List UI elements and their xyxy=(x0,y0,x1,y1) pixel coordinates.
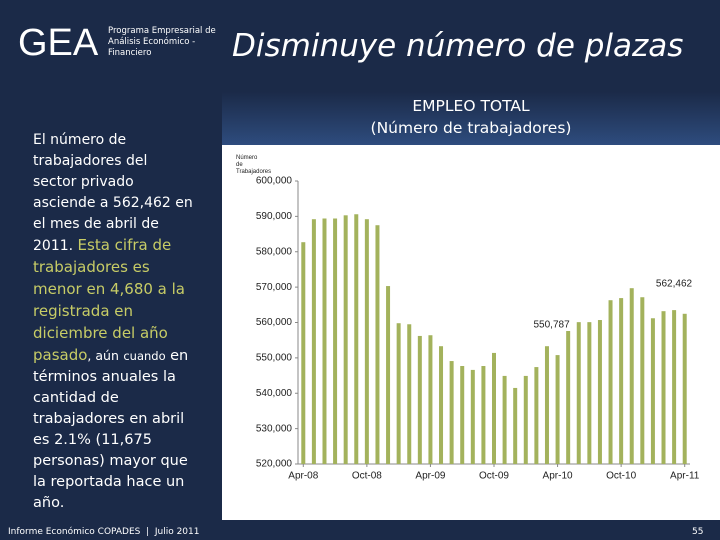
y-tick-label: 570,000 xyxy=(256,282,293,293)
bar xyxy=(481,366,486,464)
bar xyxy=(311,219,316,464)
bar xyxy=(629,288,634,464)
bar xyxy=(364,219,369,464)
y-tick-label: 600,000 xyxy=(256,176,293,187)
y-axis-title: Número de Trabajadores xyxy=(236,155,271,175)
logo: GEA xyxy=(18,22,99,64)
bar xyxy=(544,346,549,464)
bar xyxy=(640,297,645,464)
bar xyxy=(513,387,518,464)
x-tick-label: Apr-10 xyxy=(543,471,573,482)
y-tick-label: 530,000 xyxy=(256,423,293,434)
bar xyxy=(333,218,338,464)
summary-text: , aún xyxy=(87,348,119,363)
slide-title: Disminuye número de plazas xyxy=(232,28,684,64)
footer-text: Informe Económico COPADES | Julio 2011 xyxy=(8,527,200,537)
y-tick-label: 550,000 xyxy=(256,353,293,364)
bar xyxy=(534,367,539,464)
program-name: Programa Empresarial de Análisis Económi… xyxy=(108,26,216,58)
bar xyxy=(343,215,348,464)
x-tick-label: Apr-09 xyxy=(415,471,445,482)
x-tick-label: Oct-08 xyxy=(352,471,382,482)
summary-highlight: Esta cifra de trabajadores es menor en 4… xyxy=(33,236,185,364)
summary-text: El número de trabajadores del sector pri… xyxy=(33,132,193,254)
bar xyxy=(460,366,465,464)
bar xyxy=(375,225,380,464)
chart-title-band: EMPLEO TOTAL (Número de trabajadores) xyxy=(222,92,720,145)
bar xyxy=(417,335,422,464)
value-label: 550,787 xyxy=(533,320,570,331)
bar xyxy=(597,320,602,464)
summary-text: cuando xyxy=(123,349,166,363)
bar xyxy=(682,313,687,464)
y-tick-label: 580,000 xyxy=(256,246,293,257)
x-tick-label: Apr-11 xyxy=(670,471,700,482)
bar xyxy=(523,375,528,464)
bar xyxy=(386,286,391,464)
bar xyxy=(492,352,496,464)
y-tick-label: 520,000 xyxy=(256,459,293,470)
bar xyxy=(354,214,359,464)
x-tick-label: Oct-09 xyxy=(479,471,509,482)
bar xyxy=(661,311,666,464)
y-tick-label: 560,000 xyxy=(256,317,293,328)
bar xyxy=(428,335,433,464)
x-tick-label: Oct-10 xyxy=(606,471,636,482)
summary-text: en términos anuales la cantidad de traba… xyxy=(33,348,189,511)
bar xyxy=(608,300,613,464)
chart-subtitle: (Número de trabajadores) xyxy=(370,119,572,137)
page-number: 55 xyxy=(692,527,704,537)
bar xyxy=(439,346,444,464)
chart-title: EMPLEO TOTAL xyxy=(412,97,530,115)
bar xyxy=(449,361,454,464)
bar xyxy=(301,242,306,464)
summary: El número de trabajadores del sector pri… xyxy=(33,130,195,514)
bar xyxy=(619,298,624,464)
bar xyxy=(672,310,677,464)
bar xyxy=(502,375,507,464)
bar xyxy=(470,369,475,464)
y-tick-label: 590,000 xyxy=(256,211,293,222)
value-label: 562,462 xyxy=(656,278,693,289)
bar xyxy=(650,318,655,464)
bar xyxy=(322,218,327,464)
y-tick-label: 540,000 xyxy=(256,388,293,399)
bar xyxy=(587,322,592,464)
bar xyxy=(566,330,571,464)
bar xyxy=(407,324,412,464)
bar xyxy=(576,322,581,464)
x-tick-label: Apr-08 xyxy=(288,471,318,482)
bar xyxy=(396,323,401,464)
bar xyxy=(555,355,560,464)
